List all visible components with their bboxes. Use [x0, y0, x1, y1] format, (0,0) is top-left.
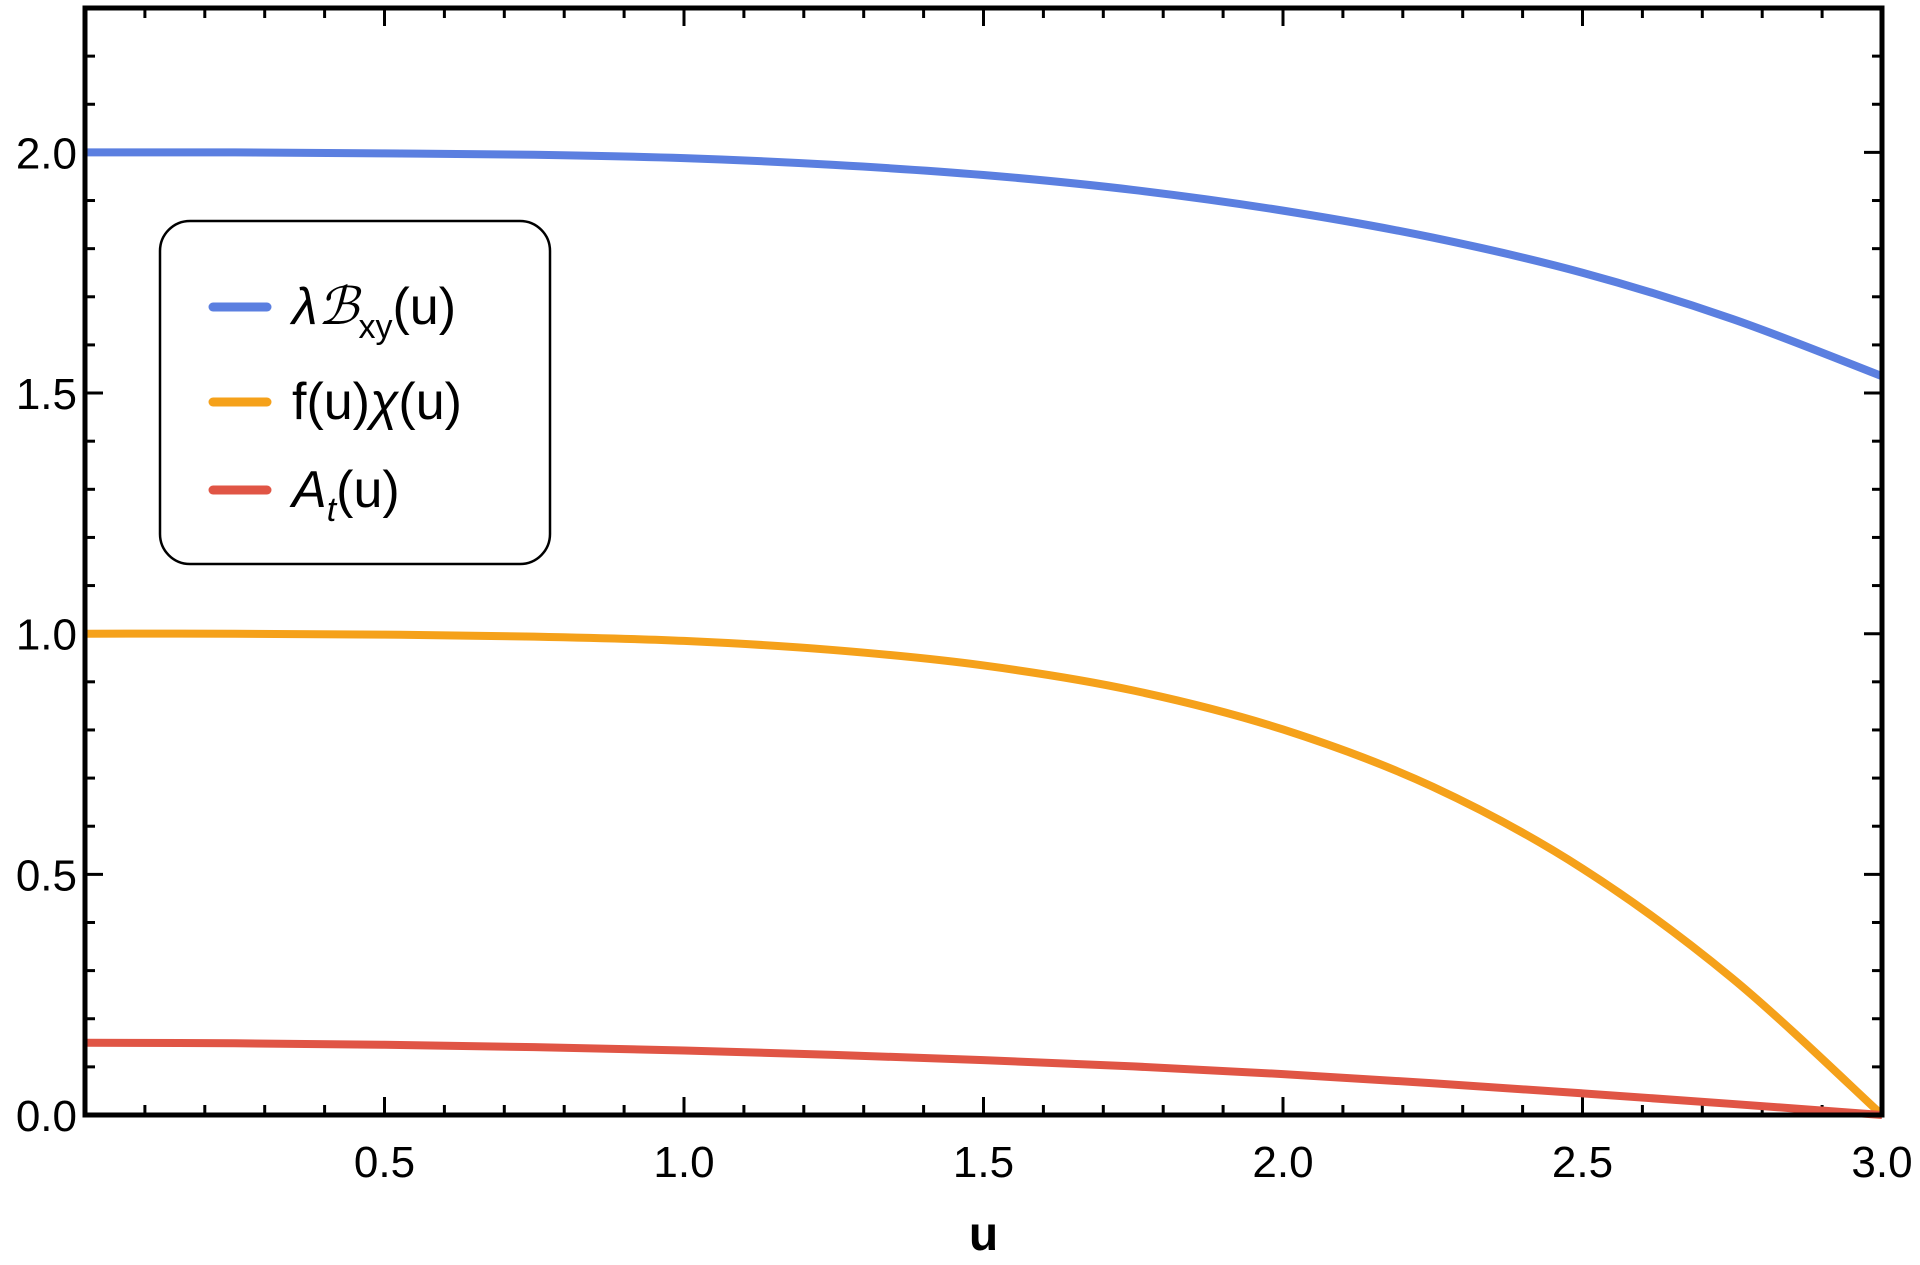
- x-tick-label: 0.5: [354, 1138, 415, 1187]
- legend-label-at: At(u): [289, 461, 400, 529]
- series-lines: [84, 148, 1885, 1119]
- legend-label-lambda-bxy: λℬxy(u): [289, 278, 456, 346]
- series-line-3: [84, 1038, 1883, 1119]
- y-tick-label: 2.0: [16, 129, 77, 178]
- plot-frame: [82, 5, 1885, 1118]
- x-axis-title: u: [969, 1208, 998, 1261]
- x-tick-label: 1.5: [953, 1138, 1014, 1187]
- legend-label-f-chi: f(u)χ(u): [292, 373, 462, 431]
- y-tick-label: 0.0: [16, 1092, 77, 1141]
- y-tick-label: 1.5: [16, 370, 77, 419]
- series-line-1: [84, 148, 1884, 380]
- y-tick-label: 0.5: [16, 851, 77, 900]
- legend: λℬxy(u) f(u)χ(u) At(u): [158, 219, 552, 566]
- x-tick-label: 1.0: [653, 1138, 714, 1187]
- x-tick-label: 3.0: [1851, 1138, 1912, 1187]
- x-tick-label: 2.5: [1552, 1138, 1613, 1187]
- series-line-2: [84, 629, 1885, 1118]
- x-tick-label: 2.0: [1252, 1138, 1313, 1187]
- axis-tick-labels: 0.5 1.0 1.5 2.0 2.5 3.0 0.0 0.5 1.0 1.5 2.0: [16, 129, 1913, 1187]
- y-tick-label: 1.0: [16, 611, 77, 660]
